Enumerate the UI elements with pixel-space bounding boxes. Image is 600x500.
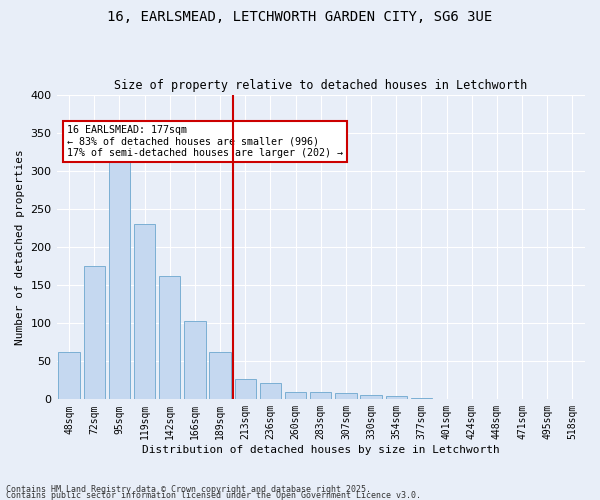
Text: Contains HM Land Registry data © Crown copyright and database right 2025.: Contains HM Land Registry data © Crown c… xyxy=(6,486,371,494)
Bar xyxy=(411,398,432,400)
Bar xyxy=(335,393,356,400)
Bar xyxy=(109,157,130,400)
Bar xyxy=(58,352,80,400)
Bar xyxy=(562,398,583,400)
X-axis label: Distribution of detached houses by size in Letchworth: Distribution of detached houses by size … xyxy=(142,445,500,455)
Bar xyxy=(285,392,307,400)
Text: Contains public sector information licensed under the Open Government Licence v3: Contains public sector information licen… xyxy=(6,492,421,500)
Bar xyxy=(310,392,331,400)
Bar xyxy=(436,398,457,400)
Y-axis label: Number of detached properties: Number of detached properties xyxy=(15,149,25,345)
Bar xyxy=(386,396,407,400)
Bar xyxy=(260,382,281,400)
Bar xyxy=(511,398,533,400)
Bar xyxy=(235,379,256,400)
Title: Size of property relative to detached houses in Letchworth: Size of property relative to detached ho… xyxy=(114,79,527,92)
Text: 16, EARLSMEAD, LETCHWORTH GARDEN CITY, SG6 3UE: 16, EARLSMEAD, LETCHWORTH GARDEN CITY, S… xyxy=(107,10,493,24)
Text: 16 EARLSMEAD: 177sqm
← 83% of detached houses are smaller (996)
17% of semi-deta: 16 EARLSMEAD: 177sqm ← 83% of detached h… xyxy=(67,125,343,158)
Bar xyxy=(134,224,155,400)
Bar xyxy=(209,352,231,400)
Bar xyxy=(83,266,105,400)
Bar xyxy=(361,395,382,400)
Bar xyxy=(159,276,181,400)
Bar xyxy=(184,321,206,400)
